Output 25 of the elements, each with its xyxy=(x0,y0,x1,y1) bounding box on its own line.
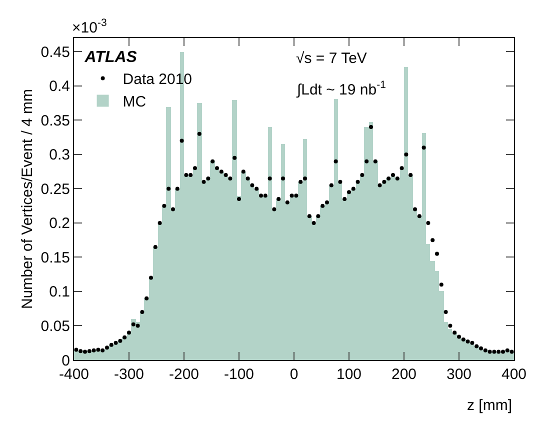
annotation: ∫Ldt ~ 19 nb$^{-1}$ xyxy=(296,79,386,98)
legend-label: Data 2010 xyxy=(122,71,192,88)
x-tick-label: -100 xyxy=(224,366,254,383)
x-tick-label: -300 xyxy=(114,366,144,383)
y-tick-label: 0.3 xyxy=(49,146,70,164)
x-tick-label: 300 xyxy=(446,366,472,383)
x-axis-title: z [mm] xyxy=(467,397,512,414)
y-tick-label: 0.35 xyxy=(40,112,70,130)
x-tick-label: -200 xyxy=(168,366,200,383)
y-tick-label: 0.4 xyxy=(49,78,70,96)
text: ×10$^{-3}$ xyxy=(72,17,107,36)
legend-title: ATLAS xyxy=(84,49,138,66)
x-tick-label: 200 xyxy=(391,366,417,383)
annotation: √s = 7 TeV xyxy=(296,50,367,67)
x-tick-label: 100 xyxy=(336,366,362,383)
y-tick-label: 0.1 xyxy=(49,284,70,301)
y-tick-label: 0.15 xyxy=(40,249,70,266)
y-tick-label: 0.05 xyxy=(40,318,70,335)
y-tick-label: 0.45 xyxy=(40,44,70,61)
y-tick-label: 0.2 xyxy=(49,215,70,232)
legend-label: MC xyxy=(122,94,146,111)
x-tick-label: 0 xyxy=(290,366,298,383)
x-tick-label: 400 xyxy=(501,366,527,383)
y-axis-title: Number of Vertices/Event / 4 mm xyxy=(19,88,36,310)
y-tick-label: 0.25 xyxy=(40,180,70,198)
